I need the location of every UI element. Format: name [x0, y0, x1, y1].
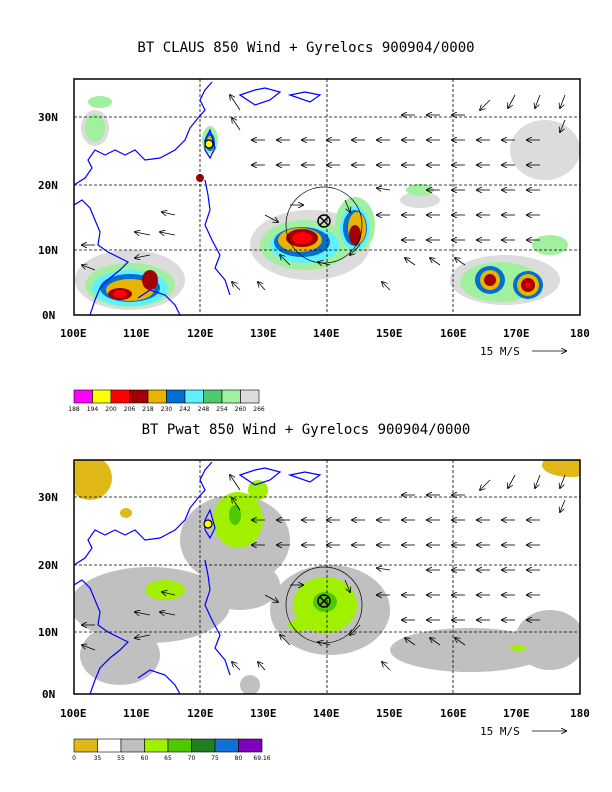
panel1-location-marker [204, 139, 214, 149]
panel2-colorbar-label: 70 [188, 755, 196, 762]
panel2-gyre-marker [317, 594, 331, 608]
panel1-ylabel: 10N [38, 244, 58, 257]
panel2-colorbar-swatch [73, 738, 98, 753]
panel1-colorbar-label: 248 [198, 406, 210, 413]
panel1-colorbar-swatch [166, 389, 186, 404]
panel2-colorbar-label: 55 [117, 755, 125, 762]
panel2-colorbar: 0 35 55 60 65 70 75 80 69.16 [72, 738, 271, 762]
panel2-xlabel: 150E [376, 707, 403, 720]
panel2-scale-label: 15 M/S [480, 725, 520, 738]
panel2-xlabel: 180 [570, 707, 590, 720]
panel2-colorbar-swatch [191, 738, 216, 753]
panel1-colorbar-label: 254 [216, 406, 228, 413]
panel2-colorbar-label: 60 [141, 755, 149, 762]
panel1-colorbar-swatch [129, 389, 149, 404]
panel2-scale-legend: 15 M/S [480, 725, 566, 738]
panel2-gridlines [74, 460, 580, 694]
panel2-xlabel: 130E [250, 707, 277, 720]
panel2-y-axis-labels: 30N 20N 10N 0N [38, 491, 58, 701]
panel1-gridlines [74, 79, 580, 315]
panel1-colorbar-swatch [221, 389, 241, 404]
panel1-xlabel: 100E [60, 327, 87, 340]
panel2-colorbar-label: 75 [211, 755, 219, 762]
panel1-colorbar-swatch [240, 389, 260, 404]
panel1-y-axis-labels: 30N 20N 10N 0N [38, 111, 58, 322]
panel2-ylabel: 20N [38, 559, 58, 572]
panel2-colorbar-swatch [144, 738, 169, 753]
panel1-x-axis-labels: 100E 110E 120E 130E 140E 150E 160E 170E … [60, 327, 590, 340]
panel2-colorbar-label: 69.16 [253, 755, 270, 762]
panel1-ylabel: 0N [42, 309, 55, 322]
panel2-location-marker [203, 519, 213, 529]
panel2-colorbar-swatch [97, 738, 122, 753]
panel1-colorbar-label: 266 [253, 406, 265, 413]
panel2-colorbar-label: 0 [72, 755, 76, 762]
panel1-xlabel: 110E [123, 327, 150, 340]
panel2-colorbar-label: 65 [164, 755, 172, 762]
panel1-colorbar-swatch [110, 389, 130, 404]
panel2-colorbar-swatch [167, 738, 192, 753]
panel2-xlabel: 100E [60, 707, 87, 720]
panel2-wind-vectors [82, 475, 566, 671]
panel1-colorbar-swatch [147, 389, 167, 404]
panel2-gyre-circulation [285, 566, 363, 644]
panel1-xlabel: 130E [250, 327, 277, 340]
panel1-ylabel: 30N [38, 111, 58, 124]
panel2-xlabel: 120E [187, 707, 214, 720]
panel1-colorbar-swatch [73, 389, 93, 404]
panel1-xlabel: 170E [503, 327, 530, 340]
panel1-coastlines [74, 81, 322, 315]
panel1-gyre-marker [317, 214, 331, 228]
panel1-map: 30N 20N 10N 0N 100E 110E 120E 130E 140E … [38, 78, 590, 413]
panel2-xlabel: 170E [503, 707, 530, 720]
panel1-frame [73, 78, 581, 316]
panel1-xlabel: 120E [187, 327, 214, 340]
panel1-xlabel: 180 [570, 327, 590, 340]
panel2-colorbar-label: 80 [235, 755, 243, 762]
panel2-colorbar-swatch [214, 738, 239, 753]
panel2-coastlines [74, 461, 322, 694]
panel1-xlabel: 160E [440, 327, 467, 340]
panel1-scale-legend: 15 M/S [480, 345, 566, 358]
panel1-colorbar-label: 206 [124, 406, 136, 413]
panel1-colorbar-label: 194 [87, 406, 99, 413]
panel1-colorbar: 188 194 200 206 218 230 242 248 254 260 266 [68, 389, 265, 413]
panel2-xlabel: 110E [123, 707, 150, 720]
panel1-ylabel: 20N [38, 179, 58, 192]
panel2-title: BT Pwat 850 Wind + Gyrelocs 900904/0000 [141, 422, 471, 438]
panel1-colorbar-label: 188 [68, 406, 80, 413]
panel1-xlabel: 140E [313, 327, 340, 340]
panel1-title: BT CLAUS 850 Wind + Gyrelocs 900904/0000 [137, 40, 475, 56]
panel2-ylabel: 10N [38, 626, 58, 639]
panel2-ylabel: 30N [38, 491, 58, 504]
panel1-colorbar-label: 200 [105, 406, 117, 413]
panel1-wind-vectors [82, 95, 566, 291]
panel2-ylabel: 0N [42, 688, 55, 701]
panel2-precip-field [74, 460, 580, 694]
panel2-x-axis-labels: 100E 110E 120E 130E 140E 150E 160E 170E … [60, 707, 590, 720]
panel2-xlabel: 160E [440, 707, 467, 720]
panel1-scale-label: 15 M/S [480, 345, 520, 358]
panel1-colorbar-swatch [184, 389, 204, 404]
panel2-xlabel: 140E [313, 707, 340, 720]
panel2-frame [73, 459, 581, 695]
panel1-colorbar-label: 242 [179, 406, 191, 413]
panel1-colorbar-swatch [92, 389, 112, 404]
panel1-xlabel: 150E [376, 327, 403, 340]
panel2-colorbar-label: 35 [94, 755, 102, 762]
panel1-colorbar-swatch [203, 389, 223, 404]
panel2-colorbar-swatch [238, 738, 263, 753]
panel1-cloud-field [75, 96, 580, 310]
panel2-colorbar-swatch [120, 738, 145, 753]
panel1-colorbar-label: 260 [235, 406, 247, 413]
panel1-gyre-circulation [285, 186, 363, 264]
panel1-colorbar-label: 218 [142, 406, 154, 413]
panel2-map: 30N 20N 10N 0N 100E 110E 120E 130E 140E … [38, 459, 590, 762]
panel1-colorbar-label: 230 [161, 406, 173, 413]
